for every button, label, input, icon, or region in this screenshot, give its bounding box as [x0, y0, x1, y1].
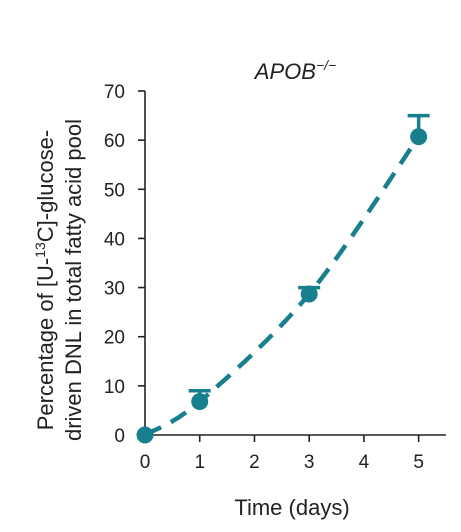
x-tick-label: 4	[359, 452, 370, 473]
y-axis-title-prefix: Percentage of [U-	[33, 258, 58, 430]
data-point	[191, 393, 209, 411]
series-line	[143, 135, 421, 437]
y-axis-title-suffix: C]-glucose-	[33, 130, 58, 242]
x-tick-label: 1	[194, 452, 205, 473]
y-axis-title-line2: driven DNL in total fatty acid pool	[61, 119, 86, 441]
x-tick-label: 3	[304, 452, 315, 473]
x-tick-label: 5	[413, 452, 424, 473]
y-tick-label: 50	[104, 180, 125, 201]
data-point	[300, 285, 318, 303]
y-tick-label: 60	[104, 131, 125, 152]
y-axis-title: Percentage of [U-13C]-glucose-driven DNL…	[32, 119, 86, 441]
y-tick-label: 70	[104, 82, 125, 103]
y-tick-label: 20	[104, 328, 125, 349]
x-axis-title: Time (days)	[234, 495, 349, 520]
y-tick-label: 40	[104, 229, 125, 250]
data-point	[410, 128, 428, 146]
y-axis-title-line1: Percentage of [U-13C]-glucose-	[32, 130, 58, 431]
y-tick-label: 30	[104, 279, 125, 300]
data-point	[136, 426, 154, 444]
x-tick-label: 2	[249, 452, 260, 473]
chart-title-superscript: −/−	[316, 57, 336, 73]
y-axis-title-superscript: 13	[32, 242, 48, 258]
y-tick-label: 10	[104, 377, 125, 398]
series-layer	[136, 113, 430, 444]
chart-title: APOB−/−	[253, 57, 336, 84]
chart-title-main: APOB	[253, 59, 316, 84]
y-tick-label: 0	[114, 426, 125, 447]
x-tick-label: 0	[140, 452, 151, 473]
axes: 0 10 20 30 40 50 60 70 0 1 2 3 4 5	[104, 82, 446, 473]
